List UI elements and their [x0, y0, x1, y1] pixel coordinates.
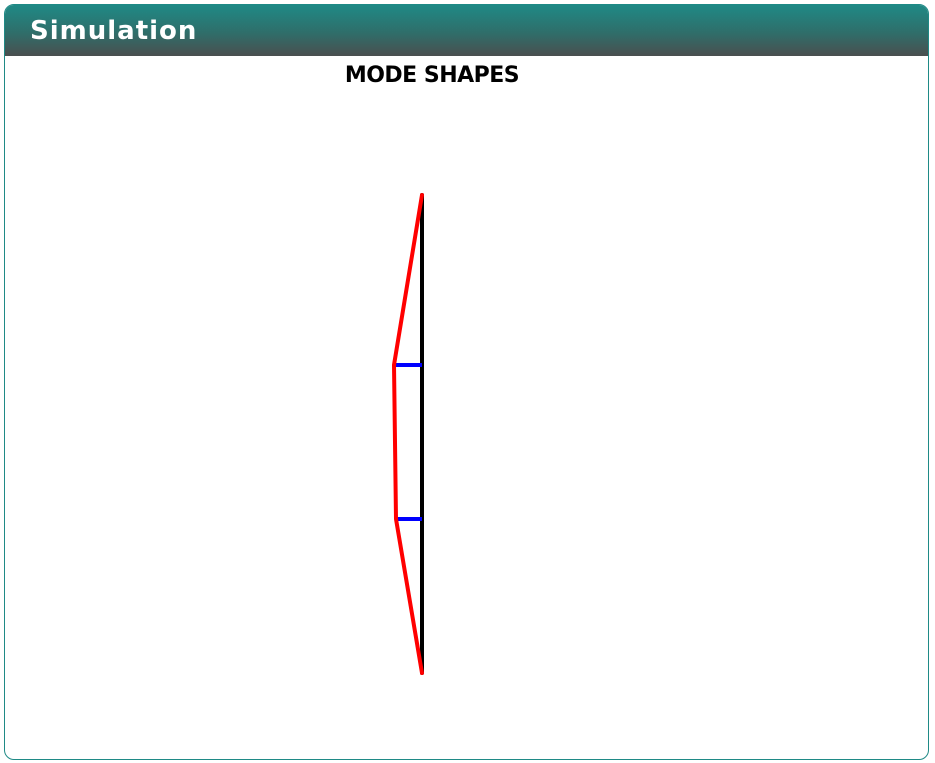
simulation-panel: Simulation MODE SHAPES	[4, 4, 929, 760]
panel-header: Simulation	[5, 5, 928, 56]
diagram-title: MODE SHAPES	[344, 63, 520, 88]
mode-shape-curve	[392, 193, 424, 675]
panel-title: Simulation	[30, 15, 198, 46]
